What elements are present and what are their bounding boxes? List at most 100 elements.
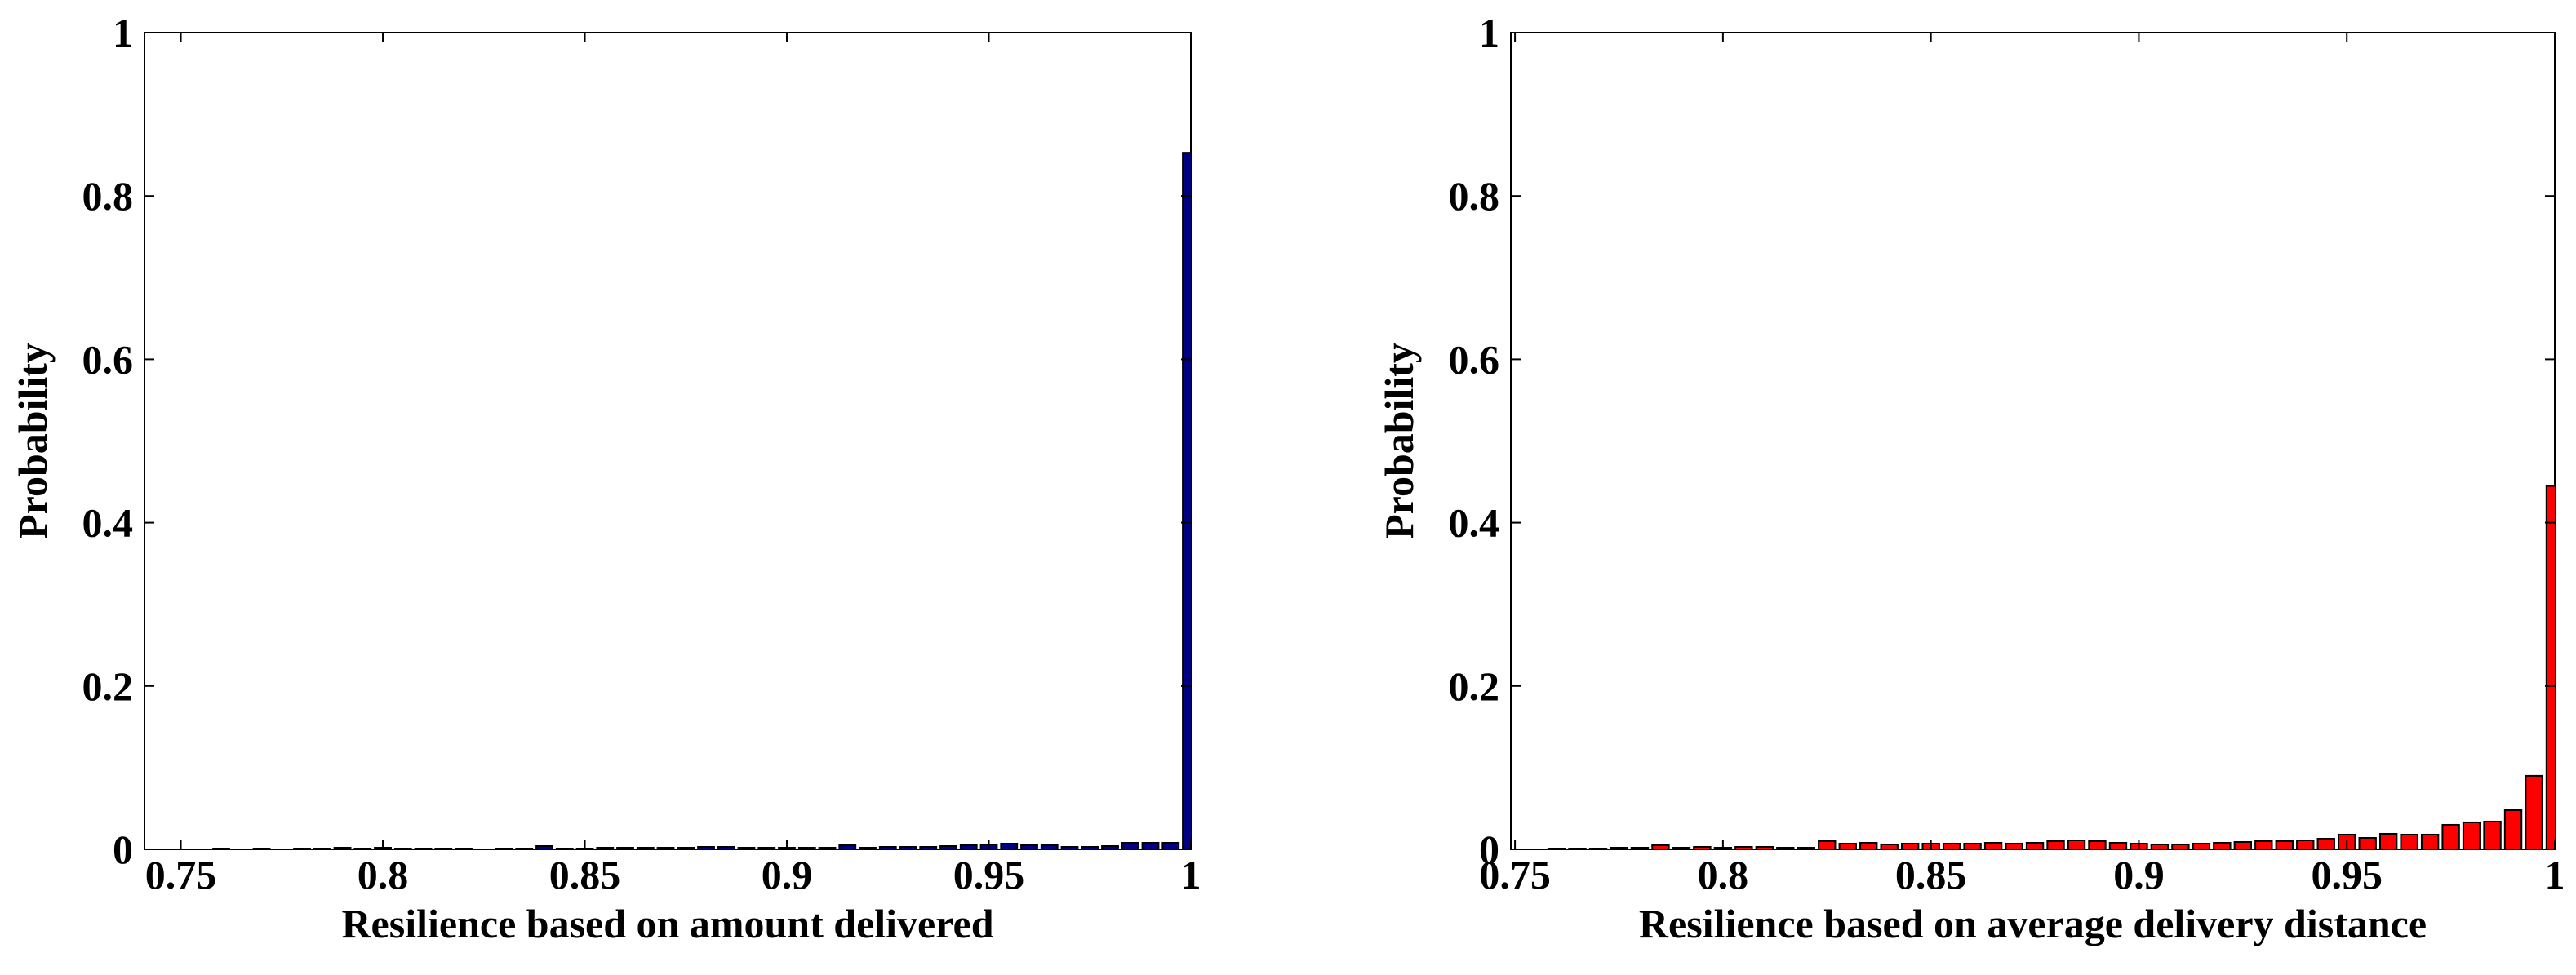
y-tick-label: 0.2: [82, 663, 134, 709]
bar: [919, 845, 938, 849]
bar: [959, 844, 978, 849]
chart: 0 0.2 0.4 0.6 0.8 1 0.75 0.8 0.85 0.9 0.95 1 Resilie…: [10, 10, 1201, 946]
y-tick-label: 0.4: [82, 500, 134, 546]
bar: [1672, 846, 1691, 849]
bar: [1651, 844, 1670, 849]
bar: [535, 844, 553, 849]
bar: [1797, 846, 1815, 849]
y-tick-label: 0.8: [1449, 173, 1500, 219]
bar: [737, 846, 756, 849]
x-tick-label: 0.8: [358, 852, 409, 897]
bar: [1734, 845, 1753, 849]
bar: [1101, 844, 1119, 849]
bar: [2462, 821, 2481, 849]
y-tick-label: 0: [1479, 827, 1499, 872]
y-axis-label: Probability: [1376, 343, 1422, 539]
bar: [2046, 840, 2065, 849]
bar: [2358, 836, 2377, 849]
bar: [2005, 842, 2023, 849]
bar: [1141, 841, 1160, 849]
axes-frame: [144, 32, 1192, 850]
x-tick-label: 0.75: [145, 852, 217, 897]
x-tick-label: 0.85: [1895, 852, 1967, 897]
bar: [2420, 833, 2440, 849]
bar: [1121, 841, 1139, 849]
bar: [1900, 842, 1920, 849]
bar: [2296, 839, 2315, 849]
bar: [2275, 840, 2294, 849]
bar: [1963, 842, 1982, 849]
bar: [717, 845, 735, 849]
x-tick-label: 0.9: [2113, 852, 2165, 897]
chart: 0 0.2 0.4 0.6 0.8 1 0.75 0.8 0.85 0.9 0.95 1 Resilie…: [1376, 10, 2565, 946]
y-tick-label: 0.8: [82, 173, 134, 219]
y-axis-label: Probability: [10, 343, 56, 539]
bar: [1610, 846, 1628, 849]
y-tick-label: 1: [113, 10, 133, 55]
bar: [1000, 842, 1019, 849]
bar: [2233, 840, 2253, 849]
bar: [2545, 485, 2555, 849]
bar: [616, 846, 634, 849]
bar: [1755, 845, 1774, 849]
x-tick-label: 0.95: [953, 852, 1025, 897]
bar: [878, 845, 897, 849]
bar: [656, 846, 675, 849]
bar: [797, 846, 816, 849]
bar: [1880, 843, 1899, 849]
x-tick-label: 1: [1181, 852, 1201, 897]
bar: [1838, 842, 1857, 849]
bar: [596, 846, 615, 849]
x-tick-label: 0.85: [549, 852, 621, 897]
bar: [939, 844, 957, 849]
bar: [2378, 832, 2398, 849]
y-tick-label: 0.6: [1449, 336, 1500, 382]
bar: [2254, 840, 2273, 849]
y-tick-label: 0.2: [1449, 663, 1500, 709]
bar: [1693, 845, 1712, 849]
bar: [2150, 843, 2170, 849]
bar: [818, 846, 837, 849]
bar: [1630, 846, 1650, 849]
bar: [859, 846, 877, 849]
bar: [1040, 844, 1059, 849]
bar: [2213, 841, 2232, 849]
bar: [2503, 809, 2523, 849]
y-tick-label: 0.4: [1449, 500, 1500, 546]
x-tick-label: 1: [2545, 852, 2565, 897]
x-tick-label: 0.9: [762, 852, 813, 897]
bar: [1776, 846, 1795, 849]
bar: [1161, 841, 1180, 849]
bar: [1942, 842, 1961, 849]
bar: [2088, 840, 2107, 849]
bar: [1081, 845, 1099, 849]
x-tick-label: 0.95: [2311, 852, 2383, 897]
bar: [1983, 841, 2003, 849]
x-tick-label: 0.75: [1479, 852, 1551, 897]
bar: [1182, 152, 1191, 849]
bar: [2067, 839, 2086, 849]
bar: [2108, 841, 2128, 849]
y-tick-label: 0.6: [82, 336, 134, 382]
bar: [2025, 841, 2045, 849]
bar: [2192, 842, 2211, 849]
bar: [2171, 843, 2190, 849]
bar: [2525, 774, 2543, 849]
bar: [838, 844, 857, 849]
y-tick-label: 1: [1479, 10, 1499, 55]
bar: [333, 846, 352, 849]
bars: [212, 152, 1191, 849]
bar: [2483, 820, 2502, 849]
x-axis-label: Resilience based on amount delivered: [341, 901, 993, 946]
bar: [899, 845, 917, 849]
bar: [636, 846, 655, 849]
bar: [1060, 845, 1079, 849]
bar: [757, 846, 776, 849]
x-tick-label: 0.8: [1698, 852, 1749, 897]
y-tick-label: 0: [113, 827, 133, 872]
bar: [677, 846, 695, 849]
bar: [2400, 833, 2418, 849]
bar: [697, 845, 715, 849]
bar: [1859, 841, 1878, 849]
